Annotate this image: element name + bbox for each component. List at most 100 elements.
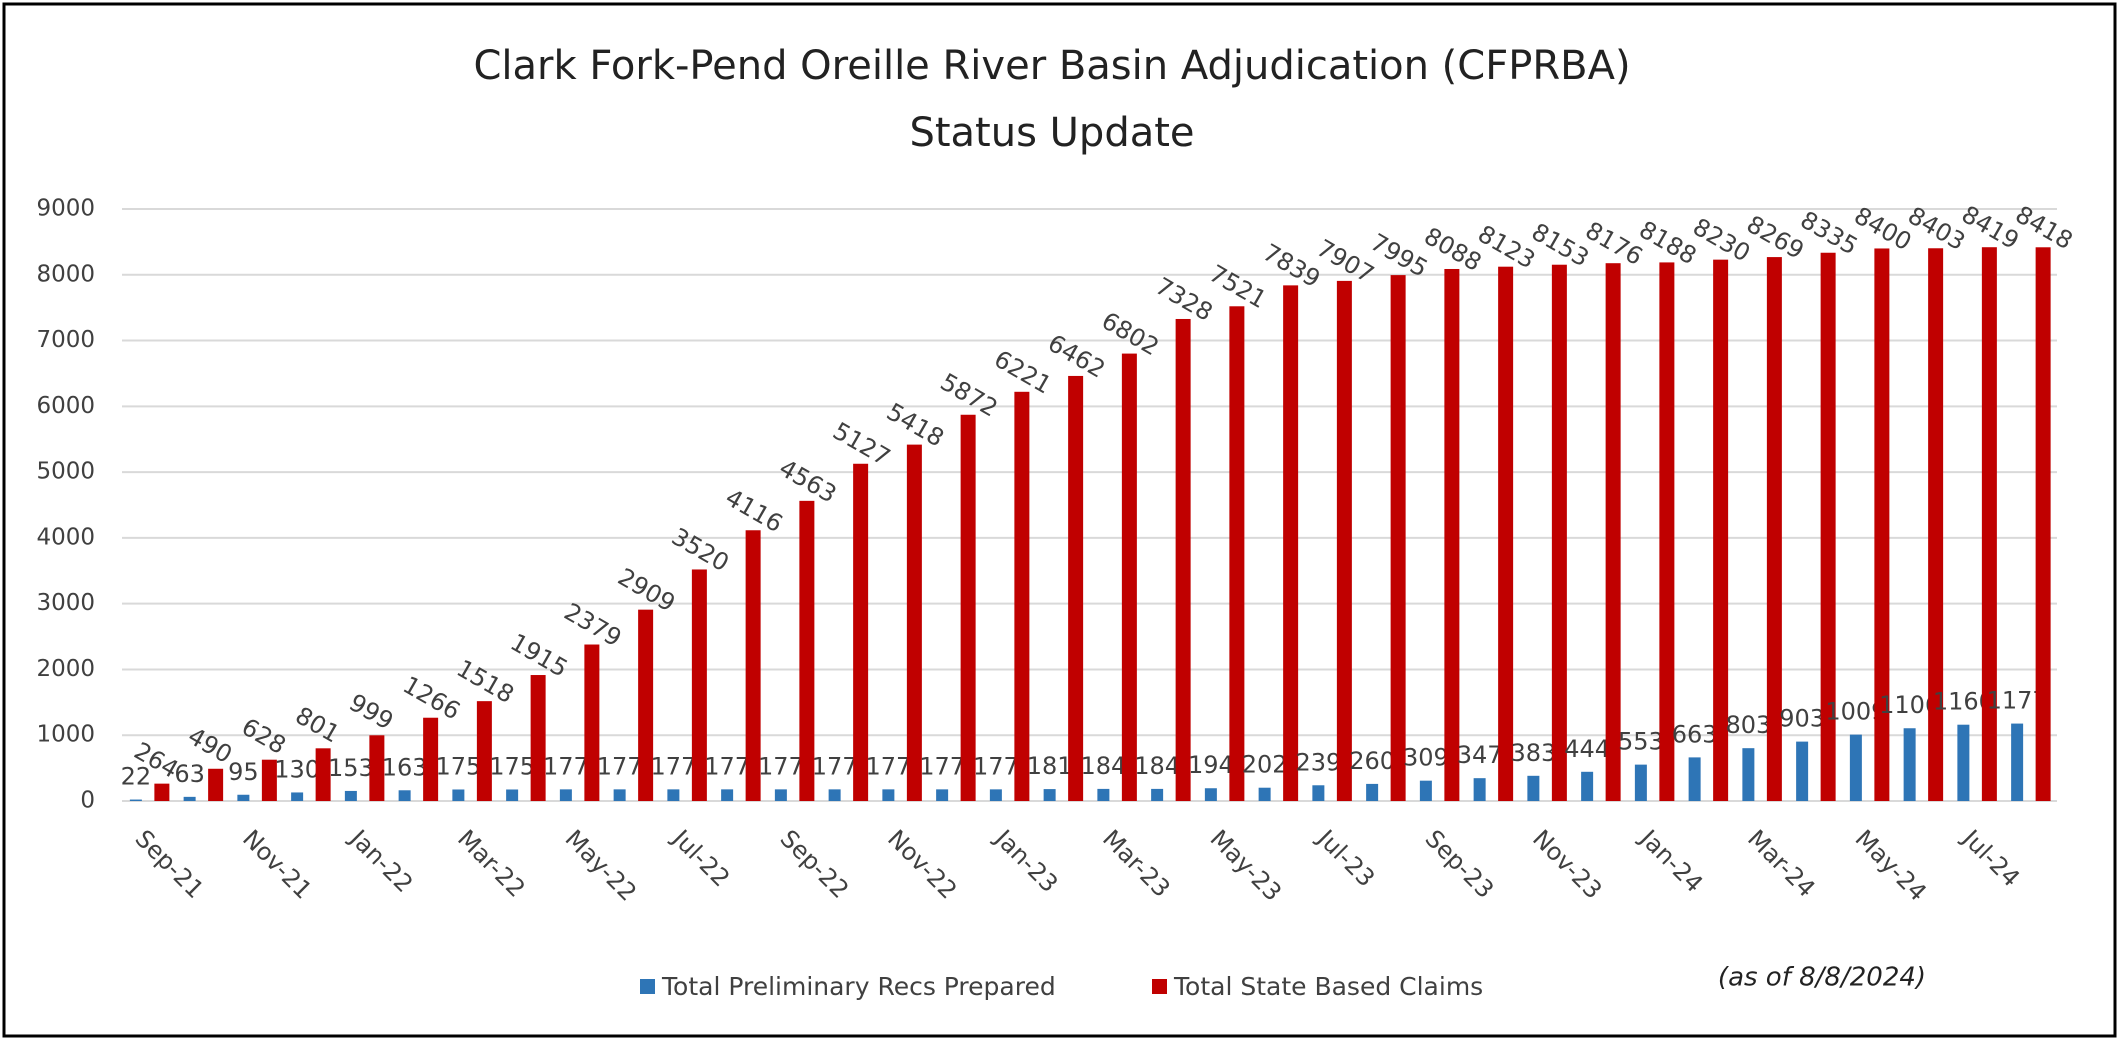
data-label: 177 (650, 752, 696, 780)
data-label: 194 (1188, 751, 1234, 779)
bar (1634, 764, 1647, 801)
y-tick-label: 1000 (36, 722, 95, 748)
bar (799, 500, 815, 801)
data-label: 260 (1349, 747, 1395, 775)
bar (1419, 780, 1432, 801)
bar (183, 796, 196, 801)
data-label: 177 (543, 752, 589, 780)
y-tick-label: 4000 (36, 524, 95, 550)
data-label: 184 (1080, 752, 1126, 780)
bar (1151, 788, 1164, 801)
data-label: 184 (1134, 752, 1180, 780)
data-label: 177 (919, 752, 965, 780)
bar (1312, 785, 1325, 801)
data-label: 383 (1510, 739, 1556, 767)
bar (452, 789, 465, 801)
bar (1390, 275, 1406, 801)
bar (208, 768, 224, 801)
bar (613, 789, 626, 801)
bar (1527, 775, 1540, 801)
bar (1659, 262, 1675, 801)
bar (774, 789, 787, 801)
bar (1097, 788, 1110, 801)
bar (745, 530, 761, 801)
bar (1957, 724, 1970, 801)
bar (906, 444, 922, 801)
bar (853, 463, 869, 801)
data-label: 177 (758, 752, 804, 780)
bar (344, 790, 357, 801)
bar (989, 789, 1002, 801)
bar (667, 789, 680, 801)
bar (2035, 247, 2051, 802)
bar (721, 789, 734, 801)
y-tick-label: 7000 (36, 327, 95, 353)
bar (1258, 787, 1271, 801)
data-label: 177 (812, 752, 858, 780)
bar (1849, 734, 1862, 801)
bar (828, 789, 841, 801)
y-tick-label: 8000 (36, 261, 95, 287)
bar (1204, 788, 1217, 801)
data-label: 130 (274, 755, 320, 783)
bar (1366, 783, 1379, 801)
bar (291, 792, 304, 801)
bar (476, 701, 492, 801)
y-tick-label: 0 (80, 788, 95, 814)
bar (1581, 771, 1594, 801)
bar (1551, 264, 1567, 802)
bar (423, 717, 439, 801)
bar (398, 790, 411, 801)
bar (1820, 252, 1836, 802)
data-label: 663 (1672, 720, 1718, 748)
data-label: 95 (228, 758, 259, 786)
data-label: 202 (1242, 751, 1288, 779)
bar (584, 644, 600, 801)
bar (506, 789, 519, 801)
data-label: 444 (1564, 735, 1610, 763)
bar (1473, 778, 1486, 801)
bar (1283, 285, 1299, 801)
data-label: 177 (973, 752, 1019, 780)
bar (315, 748, 331, 801)
bar (1981, 247, 1997, 801)
data-label: 347 (1457, 741, 1503, 769)
data-label: 239 (1295, 748, 1341, 776)
data-label: 163 (382, 753, 428, 781)
y-tick-label: 2000 (36, 656, 95, 682)
bar (1928, 248, 1944, 801)
data-label: 803 (1725, 711, 1771, 739)
bar (1874, 248, 1890, 801)
data-label: 177 (865, 752, 911, 780)
data-label: 63 (174, 760, 205, 788)
y-tick-label: 5000 (36, 459, 95, 485)
bar (1688, 757, 1701, 801)
y-tick-label: 3000 (36, 590, 95, 616)
chart-title: Clark Fork-Pend Oreille River Basin Adju… (473, 43, 1630, 89)
data-label: 177 (704, 752, 750, 780)
data-label: 309 (1403, 744, 1449, 772)
bar (1068, 375, 1084, 801)
bar (1498, 266, 1514, 801)
bar (638, 609, 654, 801)
bar (1742, 748, 1755, 801)
bar (1229, 306, 1245, 801)
bar (1121, 353, 1137, 801)
bar (261, 759, 277, 801)
bar (1043, 789, 1056, 801)
chart-subtitle: Status Update (909, 110, 1194, 156)
bar (691, 569, 707, 801)
bar (2011, 723, 2024, 801)
bar (530, 675, 546, 801)
bar (960, 414, 976, 801)
bar (936, 789, 949, 801)
bar (1444, 268, 1460, 801)
legend-marker (1152, 979, 1167, 994)
bar (1336, 280, 1352, 801)
legend-marker (640, 979, 655, 994)
data-label: 903 (1779, 705, 1825, 733)
bar (1605, 263, 1621, 801)
bar (237, 794, 250, 801)
